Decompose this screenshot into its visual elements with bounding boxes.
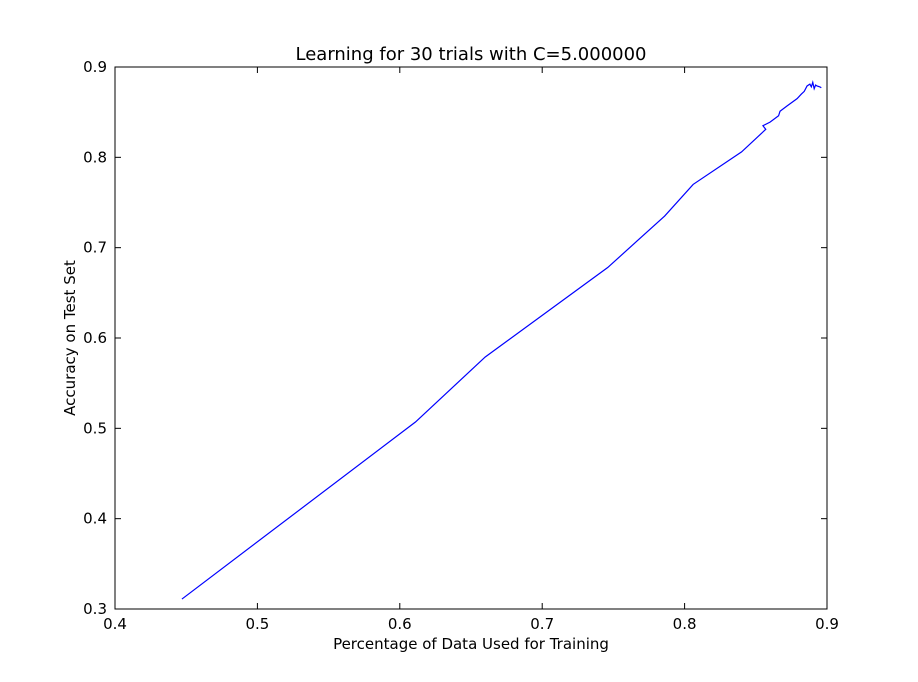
y-axis-label: Accuracy on Test Set [61,260,79,416]
x-tick-label: 0.8 [673,615,697,633]
ticks-layer: 0.4 0.5 0.6 0.7 0.8 0.90.30.40.50.60.70.80.9 [83,58,839,633]
y-tick-label: 0.4 [83,510,107,528]
plot-frame [114,66,828,610]
series-line [181,80,822,600]
x-axis-label: Percentage of Data Used for Training [333,635,609,653]
x-tick-label: 0.5 [245,615,269,633]
x-tick-label: 0.4 [103,615,127,633]
y-tick-label: 0.5 [83,419,107,437]
y-tick-label: 0.9 [83,58,107,76]
chart-title: Learning for 30 trials with C=5.000000 [296,44,647,65]
y-tick-label: 0.8 [83,148,107,166]
x-tick-label: 0.6 [388,615,412,633]
y-tick-label: 0.6 [83,329,107,347]
y-tick-label: 0.7 [83,239,107,257]
x-tick-label: 0.7 [530,615,554,633]
x-tick-label: 0.9 [815,615,839,633]
y-tick-label: 0.3 [83,600,107,618]
series-layer [181,80,822,600]
